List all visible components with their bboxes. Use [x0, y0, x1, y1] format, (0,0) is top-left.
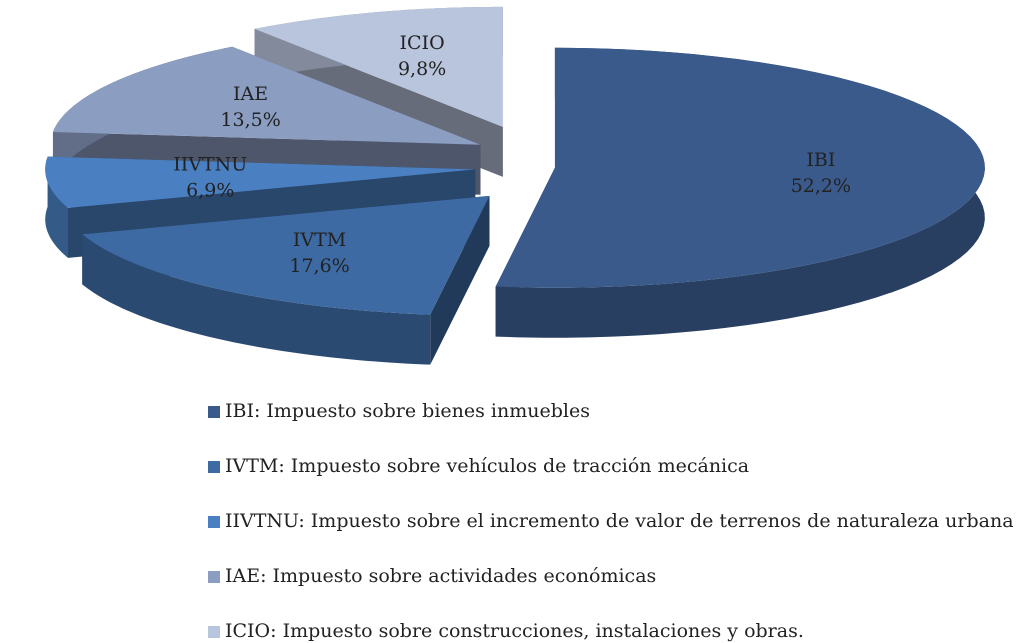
slice-top	[52, 46, 481, 145]
slice-label: IAE	[233, 83, 268, 105]
slice-top	[82, 195, 490, 315]
slice-top	[495, 47, 985, 288]
slice-value-label: 17,6%	[289, 255, 349, 277]
legend-label: IBI: Impuesto sobre bienes inmuebles	[225, 400, 590, 422]
legend-swatch	[208, 406, 220, 418]
legend-swatch	[208, 461, 220, 473]
legend-label: IVTM: Impuesto sobre vehículos de tracci…	[225, 455, 749, 477]
slice-value-label: 52,2%	[791, 175, 851, 197]
slice-value-label: 13,5%	[220, 109, 280, 131]
slice-label: ICIO	[400, 32, 445, 54]
slice-top	[254, 6, 503, 127]
legend-swatch	[208, 516, 220, 528]
slice-top	[45, 156, 476, 208]
legend-label: IAE: Impuesto sobre actividades económic…	[225, 565, 656, 587]
legend-swatch	[208, 571, 220, 583]
slice-label: IVTM	[293, 229, 346, 251]
slice-value-label: 9,8%	[398, 58, 446, 80]
legend-label: ICIO: Impuesto sobre construcciones, ins…	[225, 620, 804, 642]
slice-label: IBI	[806, 149, 835, 171]
slice-label: IIVTNU	[173, 154, 247, 176]
slice-wall	[82, 234, 431, 365]
pie-slice: IBI 52,2%	[495, 47, 985, 338]
pie-slice: IVTM 17,6%	[82, 195, 490, 365]
legend-label: IIVTNU: Impuesto sobre el incremento de …	[225, 510, 1014, 532]
pie-slice: IIVTNU 6,9%	[45, 154, 476, 258]
slice-wall	[45, 156, 68, 258]
slice-value-label: 6,9%	[186, 180, 234, 202]
legend-swatch	[208, 626, 220, 638]
